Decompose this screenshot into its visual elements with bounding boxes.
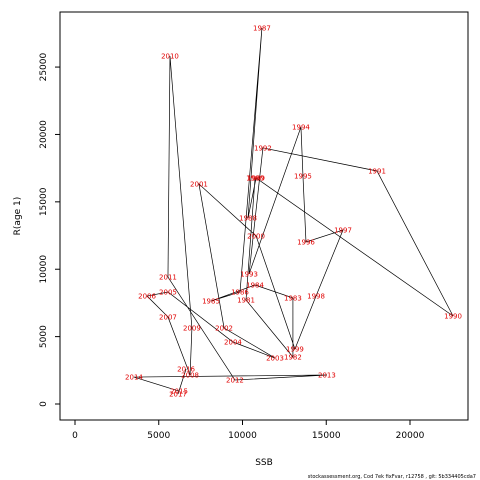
point-label: 2015 [170,388,188,396]
point-label: 1990 [444,312,462,320]
point-label: 2010 [161,53,179,61]
point-label: 1995 [294,172,312,180]
plot-frame [59,11,469,421]
point-label: 2008 [181,372,199,380]
point-label: 1980 [246,174,264,182]
y-tick-label: 10000 [39,255,49,284]
y-tick-label: 25000 [39,52,49,81]
point-label: 2012 [226,377,244,385]
point-label: 1986 [231,289,249,297]
point-label: 2007 [159,313,177,321]
point-label: 1982 [284,353,302,361]
point-label: 2017 [169,391,187,399]
point-label: 1989 [247,174,265,182]
point-label: 1985 [202,298,220,306]
point-label: 2006 [138,293,156,301]
x-tick-label: 5000 [147,431,170,441]
y-tick-label: 5000 [39,325,49,348]
point-label: 2002 [215,324,233,332]
point-label: 1994 [292,124,310,132]
y-axis-label: R(age 1) [13,197,23,236]
point-label: 1993 [240,270,258,278]
point-label: 1988 [239,215,257,223]
point-label: 1991 [368,167,386,175]
x-tick-label: 15000 [312,431,341,441]
connecting-line [133,27,454,395]
point-label: 1981 [237,296,255,304]
point-label: 1996 [297,239,315,247]
point-label: 1999 [286,346,304,354]
point-label: 2004 [224,339,242,347]
y-tick-label: 15000 [39,187,49,216]
point-label: 1997 [334,227,352,235]
point-label: 2016 [177,365,195,373]
x-tick-label: 10000 [228,431,257,441]
y-tick-label: 0 [39,401,49,407]
x-tick-label: 0 [72,431,78,441]
point-label: 1998 [307,293,325,301]
point-label: 2001 [190,181,208,189]
point-label: 1992 [254,144,272,152]
point-label: 2003 [266,355,284,363]
point-label: 2011 [159,274,177,282]
point-label: 1984 [246,281,264,289]
point-label: 2009 [183,324,201,332]
point-label: 2014 [125,374,143,382]
point-label: 1983 [284,294,302,302]
y-tick-label: 20000 [39,120,49,149]
point-label: 2000 [247,232,265,240]
footnote: stockassessment.org, Cod 7ek fixFvar, r1… [308,474,476,480]
x-axis-label: SSB [255,458,273,468]
point-label: 2013 [318,372,336,380]
x-tick-label: 20000 [396,431,425,441]
point-label: 1987 [253,24,271,32]
point-label: 2005 [159,289,177,297]
